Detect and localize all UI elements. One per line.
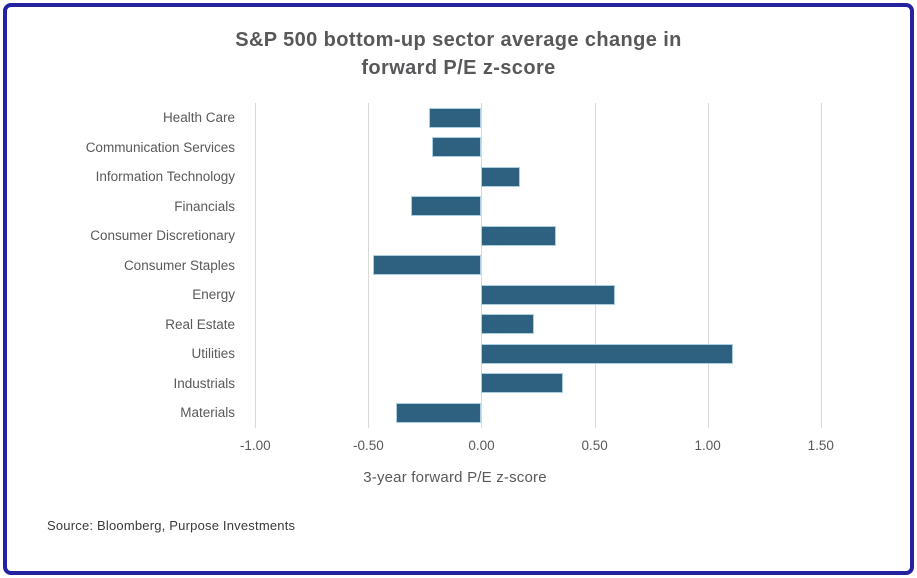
category-label: Real Estate bbox=[165, 316, 235, 332]
x-axis-title: 3-year forward P/E z-score bbox=[363, 469, 547, 486]
category-label: Consumer Discretionary bbox=[90, 228, 235, 244]
bar-financials bbox=[411, 196, 482, 217]
x-tick-label: 1.50 bbox=[807, 438, 834, 453]
value-axis: -1.00 -0.50 0.00 0.50 1.00 1.50 bbox=[240, 438, 866, 460]
category-axis: Health Care Communication Services Informa… bbox=[44, 103, 244, 428]
gridline bbox=[368, 103, 370, 428]
bar-materials bbox=[395, 402, 482, 423]
chart-area: Health Care Communication Services Informa… bbox=[44, 103, 866, 486]
x-tick-label: 0.00 bbox=[468, 438, 495, 453]
x-tick-label: 0.50 bbox=[581, 438, 608, 453]
category-label: Materials bbox=[180, 405, 235, 421]
plot-area bbox=[244, 103, 866, 428]
x-tick-label: 1.00 bbox=[694, 438, 721, 453]
bar-energy bbox=[481, 284, 615, 305]
bar-health-care bbox=[429, 107, 482, 128]
gridline bbox=[481, 103, 483, 428]
bar-consumer-staples bbox=[372, 255, 482, 276]
x-tick-label: -0.50 bbox=[353, 438, 384, 453]
category-label: Industrials bbox=[173, 375, 235, 391]
gridline bbox=[707, 103, 709, 428]
category-label: Energy bbox=[192, 287, 235, 303]
category-label: Information Technology bbox=[95, 169, 235, 185]
gridline bbox=[820, 103, 822, 428]
bar-utilities bbox=[481, 343, 733, 364]
category-label: Health Care bbox=[162, 110, 235, 126]
chart-title-line-1: S&P 500 bottom-up sector average change … bbox=[235, 29, 682, 51]
bar-consumer-discretionary bbox=[481, 225, 557, 246]
x-tick-label: -1.00 bbox=[239, 438, 271, 453]
chart-title-line-2: forward P/E z-score bbox=[361, 57, 556, 79]
bar-real-estate bbox=[481, 314, 534, 335]
source-note: Source: Bloomberg, Purpose Investments bbox=[47, 518, 296, 533]
bar-communication-services bbox=[431, 137, 482, 158]
gridline bbox=[594, 103, 596, 428]
chart-title: S&P 500 bottom-up sector average change … bbox=[0, 26, 917, 82]
category-label: Financials bbox=[174, 198, 235, 214]
category-label: Communication Services bbox=[85, 139, 235, 155]
chart-figure: S&P 500 bottom-up sector average change … bbox=[0, 26, 917, 486]
category-label: Utilities bbox=[191, 346, 235, 362]
category-label: Consumer Staples bbox=[123, 257, 235, 273]
bar-information-technology bbox=[481, 166, 520, 187]
bar-industrials bbox=[481, 373, 563, 394]
gridline bbox=[255, 103, 257, 428]
